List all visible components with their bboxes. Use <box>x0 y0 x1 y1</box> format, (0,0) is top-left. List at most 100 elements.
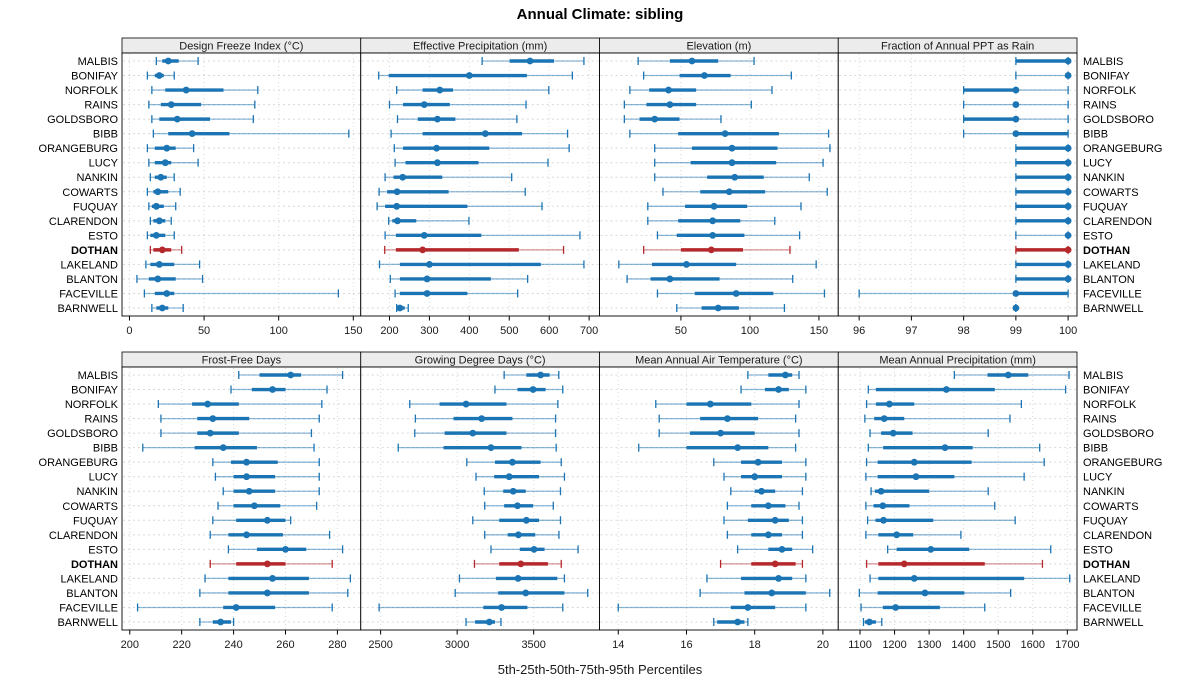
median-dot <box>420 231 428 239</box>
series-label-left: GOLDSBORO <box>47 428 118 440</box>
median-dot <box>880 516 887 524</box>
series-row-lucy <box>654 158 824 167</box>
series-row-blanton <box>136 274 204 283</box>
series-row-bonifay <box>494 385 564 394</box>
series-row-clarendon <box>647 216 776 225</box>
series-row-cowarts <box>484 501 554 510</box>
series-row-cowarts <box>146 187 181 196</box>
series-label-left: FACEVILLE <box>59 602 118 614</box>
series-label-right: LUCY <box>1083 158 1113 170</box>
x-tick-label: 100 <box>741 325 759 337</box>
median-dot <box>880 415 888 422</box>
x-tick-label: 150 <box>810 325 828 337</box>
x-tick-label: 1400 <box>951 639 975 651</box>
panel-elevation: Elevation (m) 50 100 150 <box>599 37 839 337</box>
median-dot <box>188 130 196 138</box>
series-label-right: BARNWELL <box>1083 617 1144 629</box>
series-labels-band-0: MALBIS MALBIS BONIFAY BONIFAY NORFOLK NORFOLK… <box>39 56 1163 315</box>
median-dot <box>1064 261 1072 268</box>
series-label-right: LUCY <box>1083 472 1113 484</box>
series-label-left: DOTHAN <box>71 245 118 257</box>
series-row-faceville <box>617 603 807 612</box>
series-row-lucy <box>1015 158 1072 167</box>
panel-box <box>837 52 1078 317</box>
series-row-bibb <box>867 443 1041 452</box>
series-row-malbis <box>637 57 755 65</box>
series-row-dothan <box>209 559 333 568</box>
series-row-orangeburg <box>1015 144 1072 153</box>
median-dot <box>206 429 214 437</box>
series-row-rains <box>160 414 320 423</box>
series-row-lakeland <box>458 574 566 583</box>
series-row-malbis <box>747 371 800 379</box>
series-row-malbis <box>155 57 199 65</box>
series-label-right: CLARENDON <box>1083 530 1152 542</box>
median-dot <box>465 72 473 79</box>
median-dot <box>154 275 162 283</box>
x-tick-label: 150 <box>344 325 362 337</box>
median-dot <box>732 290 740 297</box>
median-dot <box>462 400 470 408</box>
median-dot <box>154 188 162 196</box>
panel-design-freeze-index: Design Freeze Index (°C) 0 50 100 150 <box>121 37 362 337</box>
median-dot <box>420 101 428 108</box>
median-dot <box>157 173 165 181</box>
series-row-faceville <box>858 289 1069 298</box>
panel-strip-title: Mean Annual Precipitation (mm) <box>879 355 1036 367</box>
x-tick-label: 600 <box>540 325 558 337</box>
median-dot <box>666 101 674 108</box>
series-label-left: GOLDSBORO <box>47 114 118 126</box>
series-row-norfolk <box>655 400 800 409</box>
series-label-right: DOTHAN <box>1083 245 1130 257</box>
median-dot <box>714 304 722 312</box>
median-dot <box>771 516 779 524</box>
series-row-barnwell <box>465 618 502 626</box>
panel-effective-precipitation: Effective Precipitation (mm) 200 300 400 500… <box>360 37 600 337</box>
series-row-esto <box>146 231 175 240</box>
panel-strip-title: Elevation (m) <box>686 41 751 53</box>
median-dot <box>900 560 908 568</box>
median-dot <box>1064 144 1072 152</box>
median-dot <box>287 371 295 379</box>
series-row-orangeburg <box>466 458 562 467</box>
median-dot <box>487 444 495 452</box>
series-row-malbis <box>1015 57 1072 65</box>
series-label-left: ORANGEBURG <box>39 143 118 155</box>
series-row-esto <box>490 545 579 554</box>
series-row-goldsboro <box>869 429 989 438</box>
median-dot <box>754 458 762 466</box>
series-label-left: COWARTS <box>62 187 118 199</box>
series-row-goldsboro <box>414 429 557 438</box>
median-dot <box>269 575 276 582</box>
median-dot <box>537 371 544 379</box>
series-row-lakeland <box>618 260 817 269</box>
median-dot <box>526 57 534 65</box>
x-tick-label: 1500 <box>986 639 1010 651</box>
series-row-malbis <box>953 371 1070 379</box>
series-row-fuquay <box>212 516 292 525</box>
series-label-right: RAINS <box>1083 414 1117 426</box>
series-row-dothan <box>1015 245 1072 254</box>
series-row-lucy <box>148 158 199 167</box>
series-row-nankin <box>1015 173 1072 182</box>
series-row-fuquay <box>1015 202 1072 211</box>
median-dot <box>263 589 271 597</box>
median-dot <box>514 502 521 510</box>
panel-strip-title: Design Freeze Index (°C) <box>179 41 303 53</box>
median-dot <box>781 371 789 379</box>
series-label-right: FACEVILLE <box>1083 288 1142 300</box>
median-dot <box>778 545 786 553</box>
median-dot <box>155 72 163 79</box>
x-tick-label: 220 <box>173 639 191 651</box>
series-row-dothan <box>473 559 562 568</box>
x-tick-label: 0 <box>126 325 132 337</box>
series-row-bonifay <box>146 71 175 80</box>
median-dot <box>1064 275 1072 283</box>
median-dot <box>889 429 897 437</box>
median-dot <box>728 144 736 152</box>
series-row-norfolk <box>629 86 773 95</box>
median-dot <box>509 487 517 495</box>
series-row-lucy <box>214 472 320 481</box>
series-row-lucy <box>394 158 549 167</box>
